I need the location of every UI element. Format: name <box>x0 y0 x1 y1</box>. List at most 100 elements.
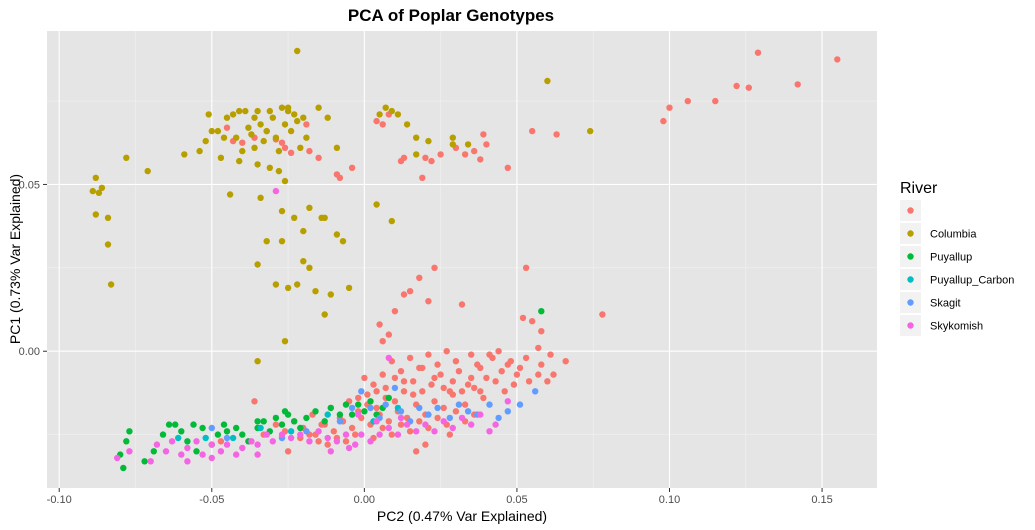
data-point-puyallup <box>303 414 310 422</box>
data-point-columbia <box>92 174 100 181</box>
data-point-skykomish <box>223 441 231 448</box>
data-point-columbia <box>202 137 209 145</box>
data-point-unlabeled <box>397 157 405 165</box>
data-point-columbia <box>321 214 328 221</box>
data-point-unlabeled <box>385 331 392 338</box>
data-point-columbia <box>196 147 203 155</box>
data-point-puyallup <box>220 421 228 428</box>
data-point-unlabeled <box>455 368 463 375</box>
data-point-puyallup <box>281 408 289 415</box>
data-point-columbia <box>324 114 331 121</box>
data-point-unlabeled <box>477 156 484 163</box>
data-point-puyallup <box>184 438 191 445</box>
data-point-skykomish <box>394 431 402 438</box>
data-point-columbia <box>266 164 273 171</box>
data-point-skykomish <box>373 418 380 425</box>
data-point-unlabeled <box>379 338 386 345</box>
data-point-columbia <box>92 211 100 218</box>
data-point-unlabeled <box>461 401 469 408</box>
data-point-unlabeled <box>251 398 258 405</box>
data-point-unlabeled <box>553 131 560 138</box>
data-point-skykomish <box>431 428 438 435</box>
data-point-columbia <box>123 154 130 161</box>
data-point-columbia <box>104 241 112 248</box>
data-point-unlabeled <box>684 97 691 105</box>
data-point-skagit <box>486 401 493 408</box>
data-point-unlabeled <box>272 421 280 428</box>
data-point-columbia <box>278 104 286 111</box>
data-point-skykomish <box>208 441 215 448</box>
legend-marker-puyallup-carbon <box>907 276 914 283</box>
x-tick-label: 0.15 <box>811 494 832 506</box>
data-point-unlabeled <box>373 388 380 395</box>
data-point-unlabeled <box>471 147 478 155</box>
data-point-columbia <box>233 134 240 141</box>
grid-minor-lines <box>47 31 877 488</box>
data-point-columbia <box>388 107 395 115</box>
data-point-skykomish <box>385 424 392 432</box>
data-point-unlabeled <box>516 364 524 372</box>
data-point-unlabeled <box>425 298 432 305</box>
data-point-columbia <box>297 144 304 151</box>
data-point-unlabeled <box>461 151 469 158</box>
data-point-columbia <box>587 127 594 135</box>
data-point-columbia <box>321 311 328 318</box>
data-point-unlabeled <box>794 81 801 88</box>
data-point-unlabeled <box>428 157 435 165</box>
data-point-unlabeled <box>413 448 420 455</box>
data-point-unlabeled <box>535 371 542 378</box>
data-point-columbia <box>236 157 243 165</box>
data-point-unlabeled <box>468 351 475 358</box>
data-point-unlabeled <box>733 82 740 90</box>
data-point-columbia <box>269 114 276 121</box>
data-point-skagit <box>358 388 365 395</box>
data-point-skagit <box>303 428 310 435</box>
data-point-skagit <box>223 434 231 442</box>
data-point-unlabeled <box>315 154 322 161</box>
data-point-columbia <box>220 134 228 141</box>
data-point-unlabeled <box>278 139 286 146</box>
data-point-unlabeled <box>330 428 337 435</box>
legend-marker-skykomish <box>907 322 914 329</box>
data-point-unlabeled <box>410 391 417 398</box>
data-point-unlabeled <box>562 358 569 365</box>
x-axis: -0.10 -0.05 0.00 0.05 0.10 0.15 <box>47 488 833 506</box>
data-point-unlabeled <box>550 371 557 378</box>
data-point-columbia <box>144 167 151 175</box>
data-point-unlabeled <box>406 428 414 435</box>
data-point-skykomish <box>422 421 429 428</box>
data-point-skykomish <box>199 451 206 458</box>
data-point-columbia <box>248 131 255 138</box>
data-point-unlabeled <box>529 127 536 135</box>
data-point-puyallup <box>355 401 362 408</box>
data-point-columbia <box>464 141 472 148</box>
data-point-skykomish <box>217 448 225 455</box>
legend-marker-skagit <box>907 299 914 306</box>
data-point-columbia <box>217 154 225 161</box>
data-point-unlabeled <box>281 144 289 151</box>
data-point-unlabeled <box>416 418 423 425</box>
data-point-columbia <box>236 107 243 115</box>
data-point-puyallup <box>120 464 127 472</box>
data-point-unlabeled <box>355 394 362 402</box>
data-point-columbia <box>245 124 252 131</box>
data-point-skagit <box>495 414 502 422</box>
data-point-skykomish <box>376 431 383 438</box>
data-point-columbia <box>263 238 270 245</box>
data-point-columbia <box>388 217 395 225</box>
data-point-columbia <box>107 281 115 288</box>
data-point-skykomish <box>239 444 246 452</box>
data-point-puyallup <box>123 438 130 445</box>
data-point-puyallup <box>348 411 356 418</box>
data-point-unlabeled <box>431 264 438 271</box>
data-point-puyallup <box>199 424 206 432</box>
data-point-unlabeled <box>342 438 350 445</box>
data-point-skykomish <box>315 428 322 435</box>
data-point-columbia <box>223 114 231 121</box>
data-point-columbia <box>315 104 322 111</box>
data-point-unlabeled <box>492 378 499 385</box>
data-point-columbia <box>239 147 246 155</box>
data-point-columbia <box>251 144 258 151</box>
data-point-columbia <box>300 258 307 265</box>
data-point-unlabeled <box>544 378 551 385</box>
